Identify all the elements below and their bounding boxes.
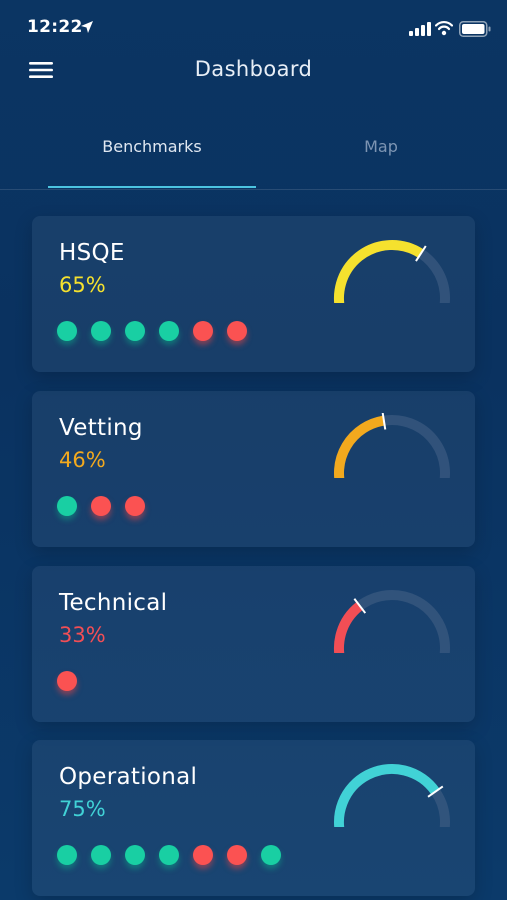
benchmark-card-technical[interactable]: Technical 33%	[32, 566, 475, 722]
status-dots	[57, 671, 91, 693]
hamburger-menu-icon[interactable]	[29, 60, 53, 80]
benchmark-card-vetting[interactable]: Vetting 46%	[32, 391, 475, 547]
benchmark-title: Vetting	[59, 415, 143, 441]
status-dot-red	[193, 845, 213, 865]
cellular-signal-icon	[409, 22, 431, 36]
benchmark-gauge	[334, 240, 450, 303]
benchmark-percent: 65%	[59, 273, 106, 297]
status-dot-green	[125, 845, 145, 865]
benchmark-card-operational[interactable]: Operational 75%	[32, 740, 475, 896]
status-dot-red	[91, 496, 111, 516]
gauge-marker	[353, 598, 367, 614]
status-dot-green	[159, 321, 179, 341]
status-dot-red	[227, 845, 247, 865]
benchmark-title: Operational	[59, 764, 198, 790]
battery-icon	[459, 21, 491, 37]
benchmark-percent: 75%	[59, 797, 106, 821]
status-dot-red	[125, 496, 145, 516]
status-dot-green	[125, 321, 145, 341]
status-time: 12:22	[27, 17, 83, 37]
gauge-marker	[381, 413, 387, 430]
benchmark-gauge	[334, 590, 450, 653]
page-title: Dashboard	[194, 57, 313, 81]
status-dots	[57, 496, 159, 518]
status-dot-red	[57, 671, 77, 691]
location-arrow-icon	[81, 21, 93, 33]
benchmark-gauge	[334, 413, 450, 478]
status-dot-red	[193, 321, 213, 341]
status-bar: 12:22	[0, 0, 507, 56]
wifi-icon	[435, 21, 453, 36]
status-dot-green	[57, 496, 77, 516]
benchmark-title: HSQE	[59, 240, 125, 266]
gauge-fill	[334, 240, 424, 303]
status-dot-green	[91, 845, 111, 865]
gauge-marker	[415, 245, 427, 262]
status-dot-green	[57, 845, 77, 865]
gauge-marker	[427, 785, 444, 798]
tab-map[interactable]: Map	[364, 137, 398, 156]
status-dot-green	[159, 845, 179, 865]
status-dot-red	[227, 321, 247, 341]
benchmark-percent: 33%	[59, 623, 106, 647]
status-dot-green	[261, 845, 281, 865]
tab-bar: Benchmarks Map	[0, 120, 507, 190]
gauge-fill	[334, 601, 364, 653]
gauge-fill	[334, 764, 440, 827]
status-dot-green	[91, 321, 111, 341]
benchmark-card-hsqe[interactable]: HSQE 65%	[32, 216, 475, 372]
active-tab-indicator	[48, 186, 256, 188]
benchmark-title: Technical	[59, 590, 168, 616]
benchmark-percent: 46%	[59, 448, 106, 472]
status-dots	[57, 845, 295, 867]
tab-benchmarks[interactable]: Benchmarks	[102, 137, 202, 156]
gauge-fill	[334, 415, 385, 478]
status-dot-green	[57, 321, 77, 341]
status-dots	[57, 321, 261, 343]
benchmark-gauge	[334, 764, 450, 827]
